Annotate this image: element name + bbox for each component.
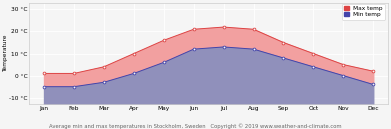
Text: Average min and max temperatures in Stockholm, Sweden   Copyright © 2019 www.wea: Average min and max temperatures in Stoc… (49, 123, 342, 129)
Y-axis label: Temperature: Temperature (3, 35, 8, 72)
Legend: Max temp, Min temp: Max temp, Min temp (342, 4, 385, 20)
